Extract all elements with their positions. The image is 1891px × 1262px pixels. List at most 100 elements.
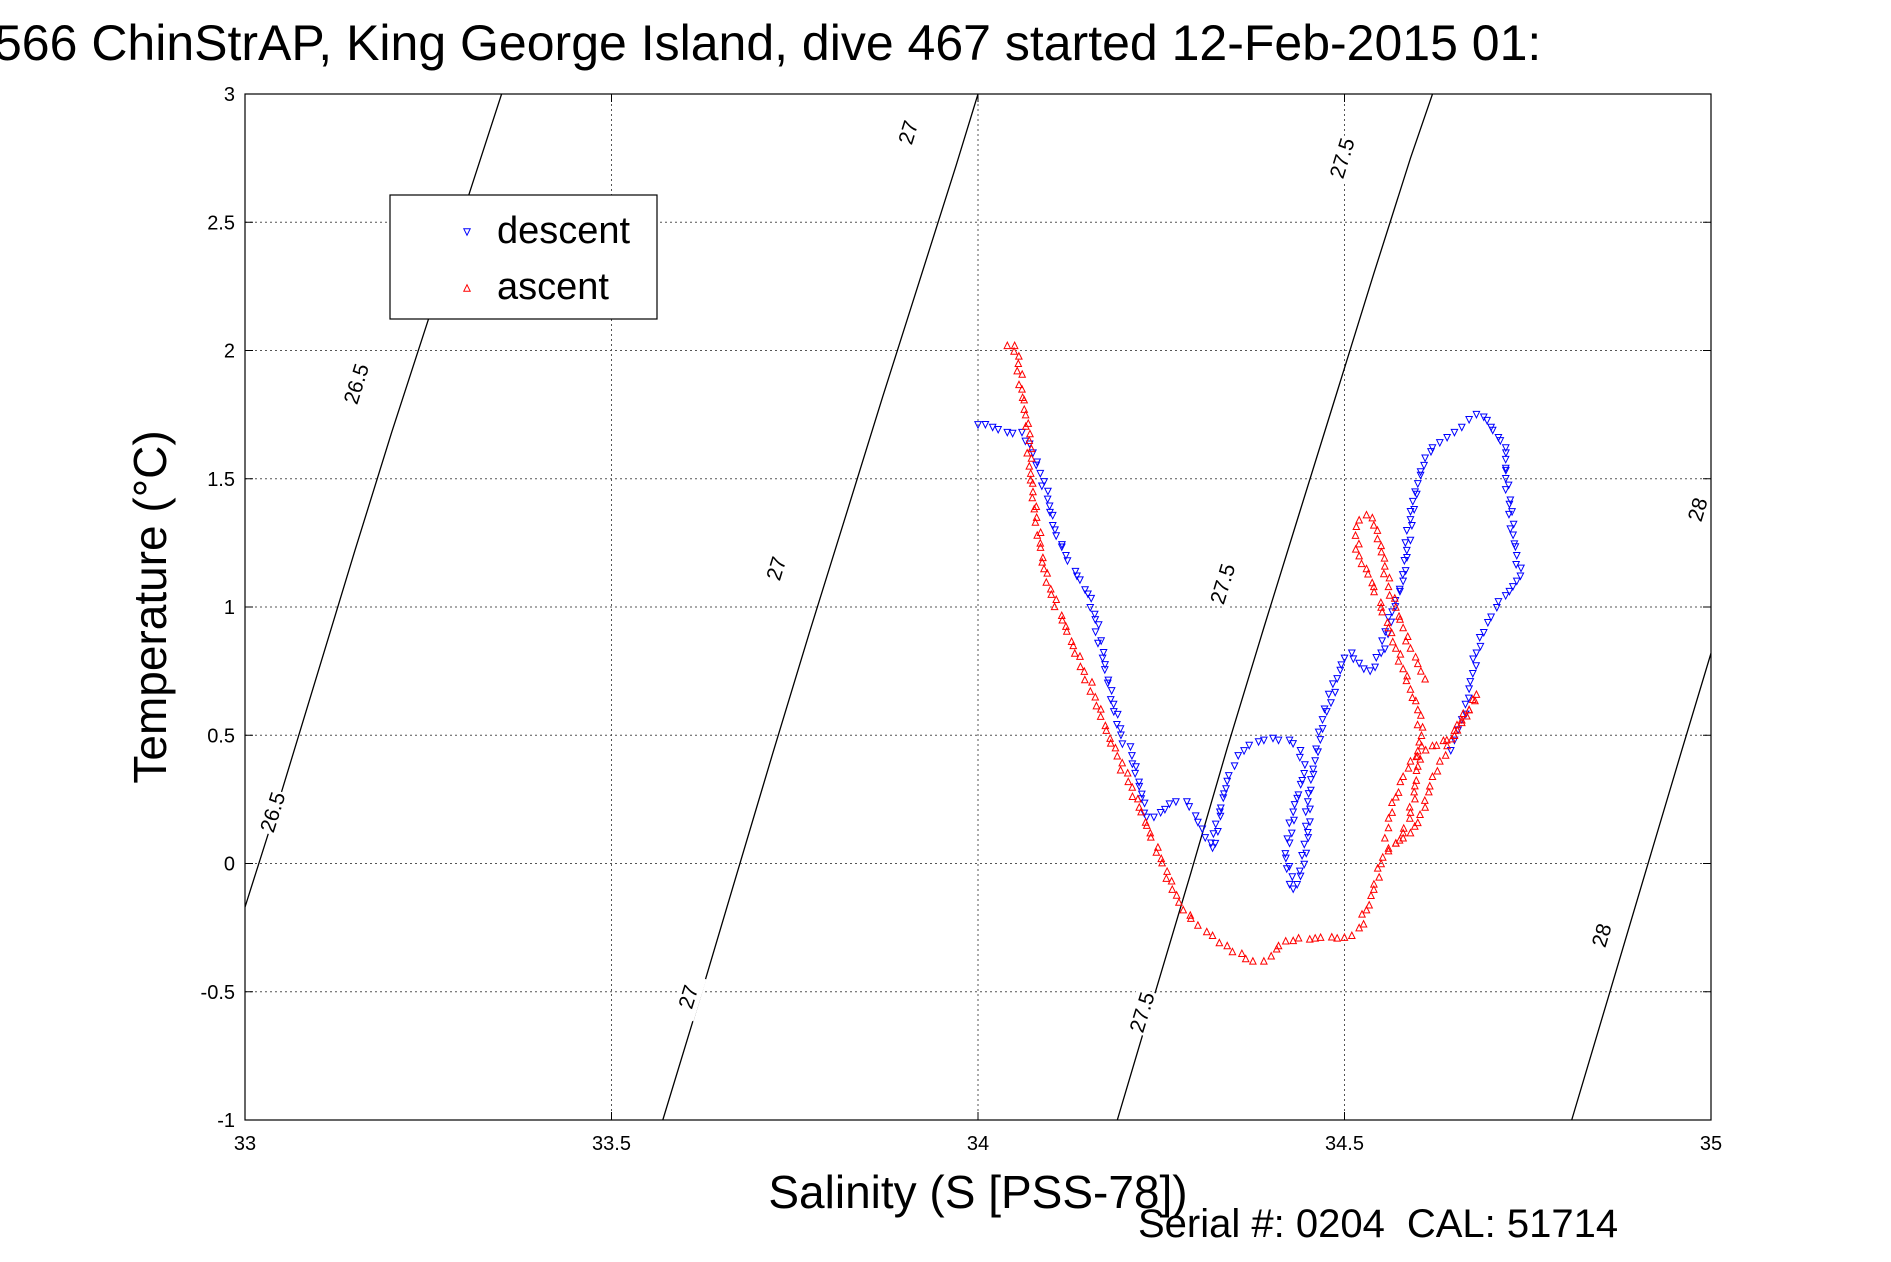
ascent-point: [1327, 932, 1336, 941]
descent-point: [1303, 798, 1312, 807]
descent-point: [1052, 532, 1061, 541]
ascent-point: [1459, 708, 1468, 717]
ascent-point: [1028, 493, 1037, 502]
ascent-point: [1399, 833, 1408, 842]
ascent-point: [1368, 578, 1377, 587]
descent-point: [1118, 740, 1127, 749]
ascent-point: [1294, 933, 1303, 942]
y-tick-label: 3: [224, 84, 235, 106]
ascent-point: [1026, 475, 1035, 484]
ascent-point: [1364, 569, 1373, 578]
ascent-point: [1472, 689, 1481, 698]
ascent-point: [1390, 593, 1399, 602]
ascent-point: [1470, 696, 1479, 705]
ascent-point: [1406, 643, 1415, 652]
ascent-point: [1158, 858, 1167, 867]
contour-label-bg: [670, 972, 707, 1022]
serial-number: Serial #: 0204: [1138, 1202, 1385, 1246]
descent-point: [1487, 613, 1496, 622]
descent-point: [1305, 805, 1315, 814]
ascent-point: [1453, 725, 1462, 734]
descent-point: [988, 423, 997, 432]
descent-point: [1421, 454, 1430, 463]
descent-point: [1395, 585, 1404, 594]
ascent-point: [1380, 561, 1389, 570]
descent-point: [1413, 480, 1422, 489]
descent-point: [1043, 495, 1052, 504]
descent-point: [1508, 583, 1517, 592]
ascent-point: [1305, 934, 1314, 943]
ascent-point: [1413, 761, 1422, 770]
descent-point: [1501, 475, 1510, 484]
ascent-point: [1391, 643, 1400, 652]
ascent-point: [1014, 351, 1023, 360]
contour-27-5: [1116, 94, 1434, 1120]
descent-point: [1071, 567, 1080, 576]
ascent-point: [1025, 435, 1034, 444]
ascent-point: [1406, 828, 1415, 837]
ascent-point: [1043, 568, 1052, 577]
descent-point: [1289, 740, 1298, 749]
ascent-point: [1384, 623, 1393, 632]
descent-point: [1466, 678, 1475, 687]
ascent-point: [1017, 384, 1026, 393]
ascent-point: [1380, 553, 1389, 562]
descent-point: [1191, 812, 1200, 821]
y-tick-label: -1: [217, 1110, 235, 1132]
series-ascent: [1003, 341, 1481, 965]
descent-point: [1207, 839, 1216, 848]
ascent-point: [1394, 656, 1403, 665]
ascent-point: [1359, 919, 1368, 928]
descent-point: [1314, 728, 1323, 737]
descent-point: [1193, 818, 1202, 827]
descent-point: [1140, 799, 1149, 808]
descent-point: [1008, 429, 1017, 438]
ascent-point: [1355, 923, 1364, 932]
descent-point: [1298, 776, 1307, 785]
ascent-point: [1025, 429, 1034, 438]
descent-point: [1113, 710, 1122, 719]
ascent-point: [1373, 863, 1382, 872]
ascent-point: [1408, 693, 1417, 702]
ascent-point: [1439, 736, 1448, 745]
ascent-point: [1259, 956, 1268, 965]
descent-point: [1057, 541, 1066, 550]
contour-label-bg: [1204, 559, 1241, 609]
descent-point: [1268, 734, 1278, 743]
ascent-point: [1399, 828, 1408, 837]
ascent-point: [1067, 636, 1076, 645]
ascent-point: [1395, 611, 1404, 620]
descent-point: [1254, 738, 1263, 747]
descent-point: [1401, 567, 1410, 576]
descent-point: [1097, 637, 1106, 646]
ascent-point: [1457, 718, 1466, 727]
descent-point: [1240, 747, 1249, 756]
ascent-point: [1274, 941, 1283, 950]
descent-point: [1407, 521, 1416, 530]
descent-point: [1416, 468, 1425, 477]
contour-label-bg: [254, 787, 291, 837]
descent-point: [1450, 428, 1459, 437]
descent-point: [1037, 482, 1046, 491]
descent-point: [1209, 830, 1218, 839]
ascent-point: [1333, 933, 1342, 942]
descent-point: [1100, 666, 1109, 675]
x-axis-ticks: 33 33.5 34 34.5 35: [234, 94, 1722, 1155]
descent-point: [1182, 798, 1191, 807]
ascent-point: [1096, 704, 1105, 713]
ascent-point: [1142, 820, 1151, 829]
descent-point: [1300, 840, 1309, 849]
ascent-point: [1411, 652, 1420, 661]
descent-point: [1295, 753, 1304, 762]
ascent-point: [1069, 641, 1078, 650]
descent-point: [1142, 813, 1151, 822]
descent-point: [1465, 416, 1474, 425]
ascent-point: [1417, 741, 1426, 750]
descent-point: [1140, 809, 1149, 818]
ascent-point: [1179, 905, 1188, 914]
ascent-point: [1030, 504, 1039, 513]
descent-point: [1506, 525, 1515, 534]
descent-point: [1090, 610, 1099, 619]
ascent-point: [1373, 534, 1382, 543]
ascent-point: [1354, 539, 1363, 548]
